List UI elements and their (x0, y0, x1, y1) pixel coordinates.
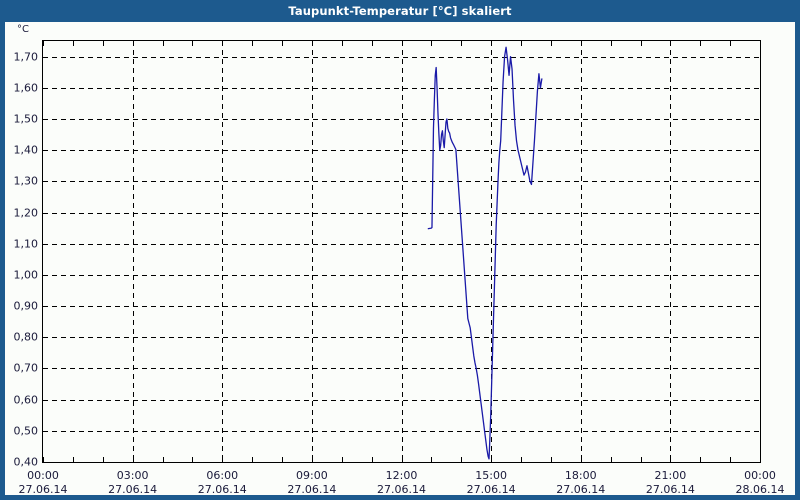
y-axis-tick-label: 1,30 (13, 174, 39, 188)
chart-canvas: °C 1,70 1,60 1,50 1,40 1,30 1,20 1,10 1,00 0,90 0… (4, 21, 796, 496)
x-tick-date: 27.06.14 (18, 482, 68, 496)
x-axis-tick-label: 12:00 27.06.14 (377, 469, 426, 496)
x-tick-time: 06:00 (206, 469, 239, 482)
y-axis-tick-label: 0,60 (13, 393, 39, 407)
y-axis-tick-label: 0,70 (13, 361, 39, 375)
x-tick-date: 27.06.14 (197, 482, 247, 496)
x-tick-time: 18:00 (564, 469, 597, 482)
y-axis-tick-label: 1,60 (13, 81, 39, 95)
y-axis-tick-label: 1,10 (13, 237, 39, 251)
y-axis-tick-label: 1,20 (13, 206, 39, 220)
x-tick-date: 28.06.14 (735, 482, 785, 496)
y-axis-tick-label: 0,90 (13, 299, 39, 313)
y-axis-tick-labels: 1,70 1,60 1,50 1,40 1,30 1,20 1,10 1,00 0,90 0,80… (5, 22, 39, 497)
x-tick-date: 27.06.14 (377, 482, 426, 496)
x-axis-tick-label: 03:00 27.06.14 (108, 469, 157, 496)
x-tick-date: 27.06.14 (645, 482, 695, 496)
x-axis-tick-label: 18:00 27.06.14 (556, 469, 605, 496)
x-axis-tick-label: 21:00 27.06.14 (646, 469, 695, 496)
x-axis-tick-label: 00:00 28.06.14 (736, 469, 785, 496)
y-axis-tick-label: 0,80 (13, 330, 39, 344)
x-tick-time: 15:00 (475, 469, 507, 482)
y-axis-tick-label: 1,40 (13, 143, 39, 157)
x-axis-tick-label: 00:00 27.06.14 (19, 469, 68, 496)
x-tick-time: 00:00 (744, 469, 776, 482)
x-tick-time: 12:00 (385, 469, 418, 482)
y-axis-tick-label: 0,40 (13, 455, 39, 469)
x-tick-time: 09:00 (296, 469, 328, 482)
x-axis-tick-label: 15:00 27.06.14 (467, 469, 516, 496)
y-axis-tick-label: 1,00 (13, 268, 39, 282)
x-axis-tick-label: 06:00 27.06.14 (198, 469, 247, 496)
x-tick-date: 27.06.14 (108, 482, 158, 496)
x-tick-date: 27.06.14 (287, 482, 337, 496)
y-axis-tick-label: 0,50 (13, 424, 39, 438)
y-axis-tick-label: 1,50 (13, 112, 39, 126)
plot-area (42, 40, 761, 463)
grid-lines (43, 41, 760, 462)
window-title-bar: Taupunkt-Temperatur [°C] skaliert (0, 0, 800, 21)
x-axis-tick-label: 09:00 27.06.14 (287, 469, 336, 496)
x-tick-time: 03:00 (116, 469, 149, 482)
x-tick-date: 27.06.14 (466, 482, 516, 496)
data-series-line (427, 46, 543, 460)
x-tick-time: 21:00 (654, 469, 687, 482)
x-tick-date: 27.06.14 (556, 482, 606, 496)
y-axis-unit-label: °C (17, 24, 29, 35)
page-title: Taupunkt-Temperatur [°C] skaliert (288, 3, 512, 18)
y-axis-tick-label: 1,70 (13, 50, 39, 64)
x-tick-time: 00:00 (27, 469, 59, 482)
